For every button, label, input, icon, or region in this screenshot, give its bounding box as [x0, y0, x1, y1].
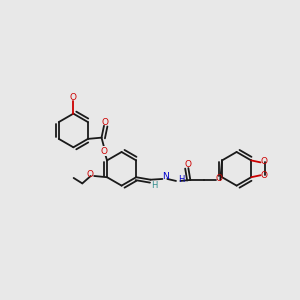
- Text: O: O: [100, 146, 107, 155]
- Text: O: O: [260, 157, 267, 166]
- Text: O: O: [215, 175, 223, 184]
- Text: H: H: [152, 181, 158, 190]
- Text: N: N: [162, 172, 169, 181]
- Text: O: O: [70, 93, 77, 102]
- Text: O: O: [260, 172, 267, 181]
- Text: O: O: [87, 170, 94, 179]
- Text: O: O: [184, 160, 191, 169]
- Text: O: O: [101, 118, 108, 127]
- Text: H: H: [178, 176, 185, 184]
